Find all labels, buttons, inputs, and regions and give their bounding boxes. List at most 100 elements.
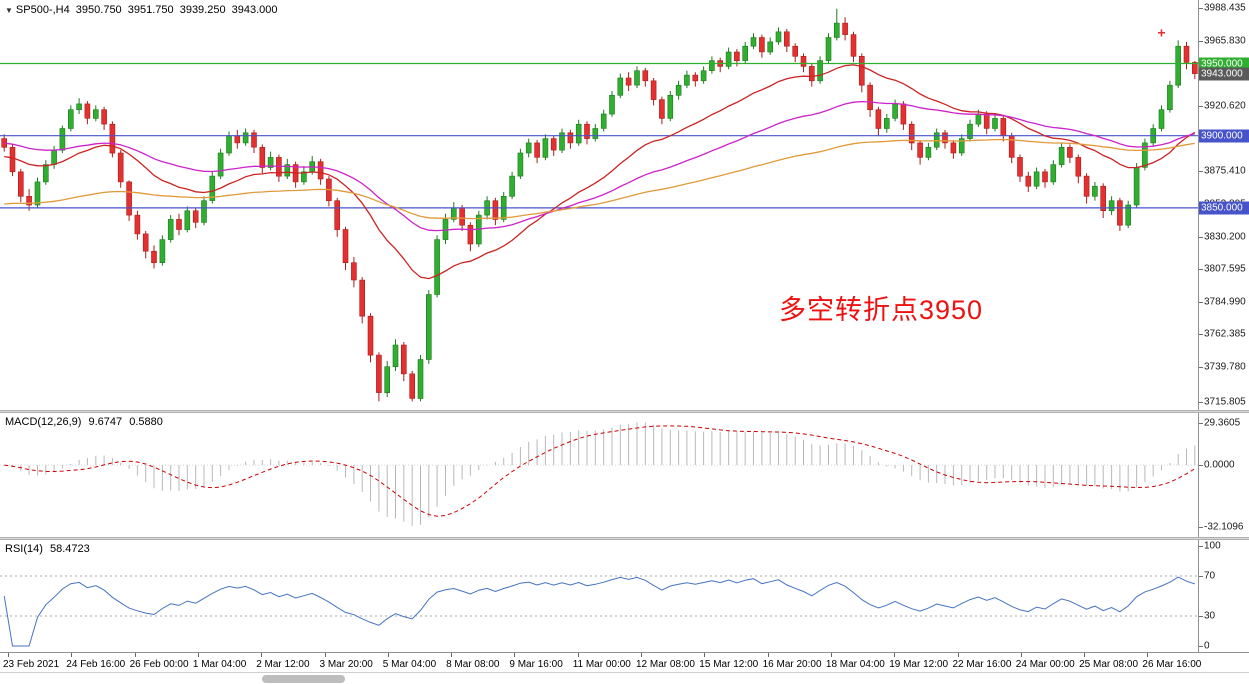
time-label: 1 Mar 04:00 bbox=[192, 659, 247, 670]
time-tickmark bbox=[451, 653, 453, 657]
price-high: 3951.750 bbox=[127, 4, 174, 16]
time-label: 22 Mar 16:00 bbox=[952, 659, 1012, 670]
price-line-tag: 3850.000 bbox=[1199, 201, 1249, 215]
time-tickmark bbox=[134, 653, 136, 657]
main-chart-canvas[interactable]: + bbox=[0, 0, 1199, 410]
macd-tick-label: 0.0000 bbox=[1204, 459, 1235, 471]
time-label: 16 Mar 20:00 bbox=[762, 659, 822, 670]
price-tickmark bbox=[1199, 236, 1203, 238]
pane-separator-rsi[interactable] bbox=[0, 537, 1249, 540]
time-tickmark bbox=[387, 653, 389, 657]
rsi-tick-label: 70 bbox=[1204, 570, 1216, 582]
rsi-tickmark bbox=[1199, 576, 1203, 577]
main-price-pane: + ▼ SP500-,H4 3950.750 3951.750 3939.250 … bbox=[0, 0, 1249, 410]
price-tick-label: 3830.200 bbox=[1204, 231, 1246, 242]
macd-main-value: 9.6747 bbox=[88, 416, 123, 428]
macd-pane: MACD(12,26,9) 9.6747 0.5880 29.3605 0.000… bbox=[0, 413, 1249, 537]
macd-tickmark bbox=[1199, 527, 1203, 528]
rsi-name: RSI(14) bbox=[5, 543, 43, 555]
price-tickmark bbox=[1199, 269, 1203, 271]
time-tickmark bbox=[1147, 653, 1149, 657]
price-line-tag: 3950.000 bbox=[1199, 57, 1249, 70]
time-tickmark bbox=[704, 653, 706, 657]
time-label: 3 Mar 20:00 bbox=[319, 659, 373, 670]
time-tickmark bbox=[957, 653, 959, 657]
rsi-label: RSI(14) 58.4723 bbox=[5, 543, 94, 555]
time-label: 25 Mar 08:00 bbox=[1079, 659, 1139, 670]
price-tickmark bbox=[1199, 367, 1203, 368]
time-tickmark bbox=[767, 653, 769, 657]
time-label: 18 Mar 04:00 bbox=[825, 659, 885, 670]
price-tickmark bbox=[1199, 8, 1203, 9]
rsi-tick-label: 0 bbox=[1204, 640, 1210, 652]
macd-signal-value: 0.5880 bbox=[129, 416, 163, 428]
price-tick-label: 3784.990 bbox=[1204, 296, 1246, 308]
price-tick-label: 3875.410 bbox=[1204, 165, 1246, 177]
chart-title: ▼ SP500-,H4 3950.750 3951.750 3939.250 39… bbox=[5, 4, 281, 16]
price-tick-label: 3715.805 bbox=[1204, 396, 1246, 408]
rsi-axis[interactable]: 100 70 30 0 bbox=[1198, 540, 1249, 652]
bottom-scroll-area bbox=[0, 672, 1249, 684]
price-low: 3939.250 bbox=[179, 4, 226, 16]
rsi-pane: RSI(14) 58.4723 100 70 30 0 bbox=[0, 540, 1249, 652]
time-tickmark bbox=[514, 653, 516, 657]
rsi-tickmark bbox=[1199, 546, 1203, 547]
time-tickmark bbox=[894, 653, 896, 657]
time-label: 26 Feb 00:00 bbox=[129, 659, 189, 670]
time-tickmark bbox=[324, 653, 326, 657]
time-label: 9 Mar 16:00 bbox=[509, 659, 563, 670]
chart-annotation[interactable]: 多空转折点3950 bbox=[779, 295, 984, 325]
time-label: 15 Mar 12:00 bbox=[699, 659, 759, 670]
price-tickmark bbox=[1199, 105, 1203, 107]
price-close: 3943.000 bbox=[231, 4, 278, 16]
price-tickmark bbox=[1199, 401, 1203, 403]
macd-tickmark bbox=[1199, 465, 1203, 467]
time-axis[interactable]: 23 Feb 2021 24 Feb 16:00 26 Feb 00:00 1 Mar… bbox=[0, 652, 1249, 672]
time-label: 8 Mar 08:00 bbox=[446, 659, 500, 670]
price-axis[interactable]: 3988.4353965.8303943.2253920.6203898.015… bbox=[1198, 0, 1249, 410]
time-label: 2 Mar 12:00 bbox=[256, 659, 310, 670]
time-tickmark bbox=[641, 653, 642, 657]
price-tickmark bbox=[1199, 40, 1203, 42]
macd-chart-canvas[interactable] bbox=[0, 413, 1199, 537]
time-tickmark bbox=[1020, 653, 1022, 657]
price-tick-label: 3920.620 bbox=[1204, 100, 1246, 112]
time-label: 26 Mar 16:00 bbox=[1142, 659, 1202, 670]
time-label: 24 Feb 16:00 bbox=[66, 659, 126, 670]
macd-name: MACD(12,26,9) bbox=[5, 416, 82, 428]
time-tickmark bbox=[71, 653, 73, 657]
price-line-tag: 3900.000 bbox=[1199, 129, 1249, 143]
time-label: 19 Mar 12:00 bbox=[889, 659, 949, 670]
current-price-tag: 3943.000 bbox=[1199, 67, 1249, 81]
svg-text:+: + bbox=[1157, 25, 1165, 41]
symbol-timeframe: SP500-,H4 bbox=[15, 4, 70, 16]
rsi-value: 58.4723 bbox=[49, 543, 90, 555]
time-tickmark bbox=[1084, 653, 1086, 657]
price-tick-label: 3762.385 bbox=[1204, 328, 1246, 340]
time-label: 11 Mar 00:00 bbox=[572, 659, 631, 670]
horizontal-scrollbar[interactable] bbox=[262, 675, 345, 683]
rsi-tickmark bbox=[1199, 646, 1203, 647]
time-label: 24 Mar 00:00 bbox=[1015, 659, 1075, 670]
time-tickmark bbox=[830, 653, 832, 657]
macd-axis[interactable]: 29.3605 0.0000 -32.1096 bbox=[1198, 413, 1249, 537]
time-tickmark bbox=[8, 653, 9, 657]
macd-tick-label: 29.3605 bbox=[1204, 417, 1241, 429]
price-tickmark bbox=[1199, 334, 1203, 336]
time-tickmark bbox=[261, 653, 263, 657]
price-tickmark bbox=[1199, 171, 1203, 173]
price-tick-label: 3739.780 bbox=[1204, 361, 1246, 373]
price-tick-label: 3988.435 bbox=[1204, 2, 1246, 14]
rsi-chart-canvas[interactable] bbox=[0, 540, 1199, 652]
price-tickmark bbox=[1199, 301, 1203, 303]
time-label: 12 Mar 08:00 bbox=[636, 659, 695, 670]
price-tick-label: 3807.595 bbox=[1204, 263, 1246, 275]
time-label: 5 Mar 04:00 bbox=[382, 659, 437, 670]
macd-tick-label: -32.1096 bbox=[1204, 521, 1244, 533]
pane-separator-macd[interactable] bbox=[0, 410, 1249, 413]
price-open: 3950.750 bbox=[75, 4, 122, 16]
macd-tickmark bbox=[1199, 423, 1203, 424]
time-tickmark bbox=[197, 653, 199, 657]
rsi-tick-label: 100 bbox=[1204, 540, 1221, 552]
